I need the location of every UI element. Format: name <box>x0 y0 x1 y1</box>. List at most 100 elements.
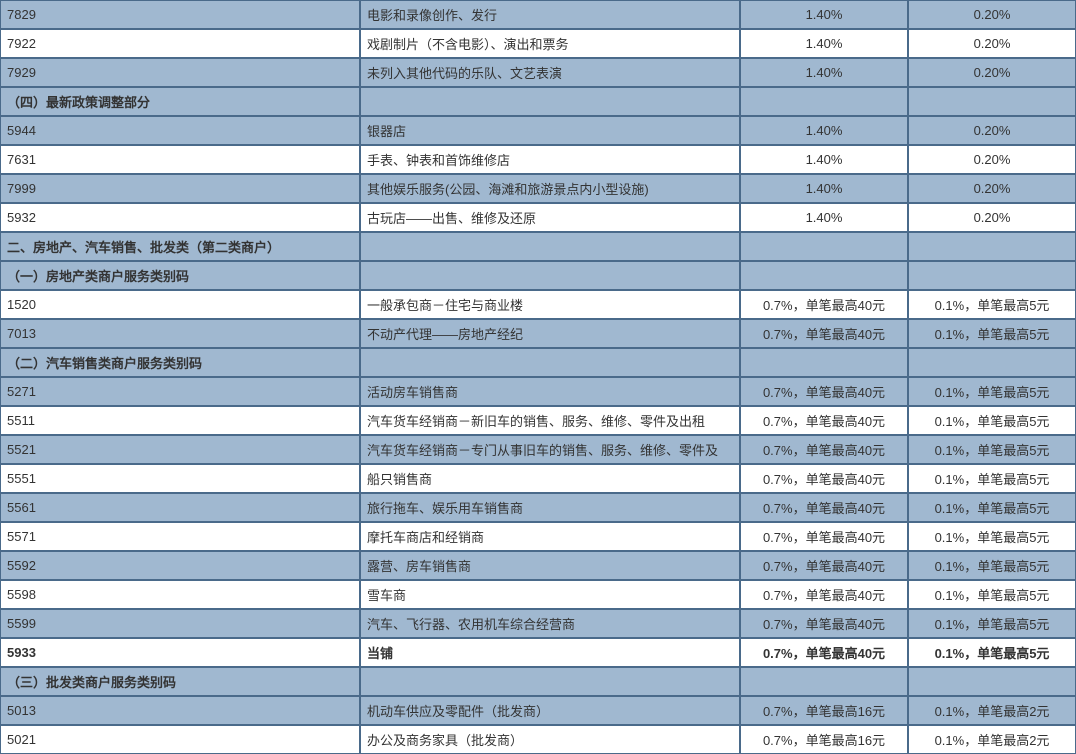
desc-cell: 机动车供应及零配件（批发商） <box>360 696 740 725</box>
desc-cell: 汽车货车经销商－新旧车的销售、服务、维修、零件及出租 <box>360 406 740 435</box>
section-header-row: （四）最新政策调整部分 <box>0 87 1076 116</box>
table-row: 5932古玩店——出售、维修及还原1.40%0.20% <box>0 203 1076 232</box>
code-cell: 7922 <box>0 29 360 58</box>
rate2-cell: 0.20% <box>908 203 1076 232</box>
rate1-cell: 0.7%，单笔最高40元 <box>740 377 908 406</box>
desc-cell: 古玩店——出售、维修及还原 <box>360 203 740 232</box>
mcc-table: 7829电影和录像创作、发行1.40%0.20%7922戏剧制片（不含电影）、演… <box>0 0 1076 754</box>
code-cell: 5021 <box>0 725 360 754</box>
code-cell: 5511 <box>0 406 360 435</box>
rate2-cell: 0.1%，单笔最高5元 <box>908 406 1076 435</box>
code-cell: 5933 <box>0 638 360 667</box>
table-row: 7929未列入其他代码的乐队、文艺表演1.40%0.20% <box>0 58 1076 87</box>
rate1-cell: 0.7%，单笔最高16元 <box>740 725 908 754</box>
empty-cell <box>740 261 908 290</box>
table-row: 5561旅行拖车、娱乐用车销售商0.7%，单笔最高40元0.1%，单笔最高5元 <box>0 493 1076 522</box>
empty-cell <box>360 232 740 261</box>
rate1-cell: 0.7%，单笔最高40元 <box>740 493 908 522</box>
table-row: 7999其他娱乐服务(公园、海滩和旅游景点内小型设施)1.40%0.20% <box>0 174 1076 203</box>
desc-cell: 旅行拖车、娱乐用车销售商 <box>360 493 740 522</box>
code-cell: 5571 <box>0 522 360 551</box>
desc-cell: 电影和录像创作、发行 <box>360 0 740 29</box>
rate1-cell: 1.40% <box>740 145 908 174</box>
code-cell: 5013 <box>0 696 360 725</box>
code-cell: 7999 <box>0 174 360 203</box>
table-row: 7631手表、钟表和首饰维修店1.40%0.20% <box>0 145 1076 174</box>
code-cell: 5944 <box>0 116 360 145</box>
table-row: 5933当铺0.7%，单笔最高40元0.1%，单笔最高5元 <box>0 638 1076 667</box>
empty-cell <box>360 261 740 290</box>
desc-cell: 摩托车商店和经销商 <box>360 522 740 551</box>
table-row: 5511汽车货车经销商－新旧车的销售、服务、维修、零件及出租0.7%，单笔最高4… <box>0 406 1076 435</box>
rate1-cell: 0.7%，单笔最高40元 <box>740 580 908 609</box>
empty-cell <box>908 348 1076 377</box>
table-body: 7829电影和录像创作、发行1.40%0.20%7922戏剧制片（不含电影）、演… <box>0 0 1076 754</box>
rate2-cell: 0.20% <box>908 145 1076 174</box>
desc-cell: 银器店 <box>360 116 740 145</box>
rate2-cell: 0.1%，单笔最高5元 <box>908 522 1076 551</box>
rate2-cell: 0.1%，单笔最高5元 <box>908 638 1076 667</box>
rate1-cell: 0.7%，单笔最高40元 <box>740 638 908 667</box>
table-row: 7013不动产代理——房地产经纪0.7%，单笔最高40元0.1%，单笔最高5元 <box>0 319 1076 348</box>
table-row: 5592露营、房车销售商0.7%，单笔最高40元0.1%，单笔最高5元 <box>0 551 1076 580</box>
table-row: 5598雪车商0.7%，单笔最高40元0.1%，单笔最高5元 <box>0 580 1076 609</box>
rate2-cell: 0.1%，单笔最高5元 <box>908 493 1076 522</box>
header-label: （一）房地产类商户服务类别码 <box>0 261 360 290</box>
rate1-cell: 0.7%，单笔最高40元 <box>740 406 908 435</box>
rate1-cell: 1.40% <box>740 174 908 203</box>
header-label: （二）汽车销售类商户服务类别码 <box>0 348 360 377</box>
rate1-cell: 0.7%，单笔最高40元 <box>740 609 908 638</box>
code-cell: 5932 <box>0 203 360 232</box>
table-row: 5599汽车、飞行器、农用机车综合经营商0.7%，单笔最高40元0.1%，单笔最… <box>0 609 1076 638</box>
empty-cell <box>360 87 740 116</box>
rate2-cell: 0.20% <box>908 0 1076 29</box>
rate2-cell: 0.1%，单笔最高5元 <box>908 580 1076 609</box>
rate1-cell: 1.40% <box>740 203 908 232</box>
code-cell: 5599 <box>0 609 360 638</box>
table-row: 5013机动车供应及零配件（批发商）0.7%，单笔最高16元0.1%，单笔最高2… <box>0 696 1076 725</box>
empty-cell <box>740 87 908 116</box>
rate1-cell: 0.7%，单笔最高40元 <box>740 290 908 319</box>
desc-cell: 当铺 <box>360 638 740 667</box>
code-cell: 5598 <box>0 580 360 609</box>
empty-cell <box>740 667 908 696</box>
rate2-cell: 0.1%，单笔最高2元 <box>908 725 1076 754</box>
code-cell: 5561 <box>0 493 360 522</box>
rate2-cell: 0.1%，单笔最高5元 <box>908 319 1076 348</box>
rate2-cell: 0.1%，单笔最高2元 <box>908 696 1076 725</box>
table-row: 5551船只销售商0.7%，单笔最高40元0.1%，单笔最高5元 <box>0 464 1076 493</box>
rate2-cell: 0.1%，单笔最高5元 <box>908 609 1076 638</box>
empty-cell <box>908 87 1076 116</box>
code-cell: 7929 <box>0 58 360 87</box>
desc-cell: 办公及商务家具（批发商） <box>360 725 740 754</box>
code-cell: 7631 <box>0 145 360 174</box>
desc-cell: 未列入其他代码的乐队、文艺表演 <box>360 58 740 87</box>
table-row: 1520一般承包商－住宅与商业楼0.7%，单笔最高40元0.1%，单笔最高5元 <box>0 290 1076 319</box>
desc-cell: 手表、钟表和首饰维修店 <box>360 145 740 174</box>
code-cell: 5271 <box>0 377 360 406</box>
rate1-cell: 1.40% <box>740 29 908 58</box>
code-cell: 5592 <box>0 551 360 580</box>
code-cell: 7013 <box>0 319 360 348</box>
table-row: 5944银器店1.40%0.20% <box>0 116 1076 145</box>
rate1-cell: 0.7%，单笔最高40元 <box>740 464 908 493</box>
rate1-cell: 0.7%，单笔最高40元 <box>740 551 908 580</box>
table-row: 7829电影和录像创作、发行1.40%0.20% <box>0 0 1076 29</box>
section-header-row: 二、房地产、汽车销售、批发类（第二类商户） <box>0 232 1076 261</box>
header-label: 二、房地产、汽车销售、批发类（第二类商户） <box>0 232 360 261</box>
empty-cell <box>908 667 1076 696</box>
rate2-cell: 0.1%，单笔最高5元 <box>908 377 1076 406</box>
rate1-cell: 1.40% <box>740 58 908 87</box>
table-row: 5271活动房车销售商0.7%，单笔最高40元0.1%，单笔最高5元 <box>0 377 1076 406</box>
desc-cell: 一般承包商－住宅与商业楼 <box>360 290 740 319</box>
rate1-cell: 1.40% <box>740 116 908 145</box>
section-header-row: （二）汽车销售类商户服务类别码 <box>0 348 1076 377</box>
code-cell: 5521 <box>0 435 360 464</box>
rate1-cell: 0.7%，单笔最高40元 <box>740 522 908 551</box>
empty-cell <box>740 232 908 261</box>
rate1-cell: 0.7%，单笔最高40元 <box>740 435 908 464</box>
desc-cell: 其他娱乐服务(公园、海滩和旅游景点内小型设施) <box>360 174 740 203</box>
desc-cell: 汽车货车经销商－专门从事旧车的销售、服务、维修、零件及 <box>360 435 740 464</box>
rate2-cell: 0.1%，单笔最高5元 <box>908 290 1076 319</box>
table-row: 5021办公及商务家具（批发商）0.7%，单笔最高16元0.1%，单笔最高2元 <box>0 725 1076 754</box>
